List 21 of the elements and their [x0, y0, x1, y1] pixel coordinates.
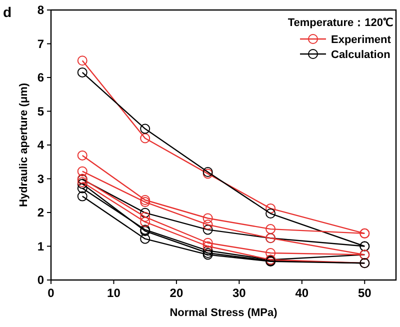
x-axis-title: Normal Stress (MPa) — [170, 307, 278, 319]
x-tick-label: 30 — [232, 286, 246, 300]
y-tick-label: 6 — [37, 70, 44, 84]
y-tick-label: 2 — [37, 206, 44, 220]
y-axis-title: Hydraulic aperture (μm) — [18, 82, 30, 208]
legend-label: Experiment — [331, 34, 392, 46]
legend-title: Temperature：120℃ — [288, 17, 393, 29]
x-tick-label: 20 — [170, 286, 184, 300]
y-tick-label: 4 — [37, 138, 44, 152]
x-tick-label: 10 — [107, 286, 121, 300]
y-tick-label: 3 — [37, 172, 44, 186]
y-tick-label: 5 — [37, 104, 44, 118]
x-tick-label: 50 — [358, 286, 372, 300]
y-tick-label: 7 — [37, 36, 44, 51]
x-tick-label: 0 — [48, 286, 55, 300]
y-tick-label: 8 — [37, 3, 44, 17]
text: d — [3, 4, 12, 20]
y-tick-label: 0 — [37, 273, 44, 287]
y-tick-label: 1 — [37, 239, 44, 254]
x-tick-label: 40 — [295, 286, 309, 300]
legend-label: Calculation — [331, 49, 391, 61]
